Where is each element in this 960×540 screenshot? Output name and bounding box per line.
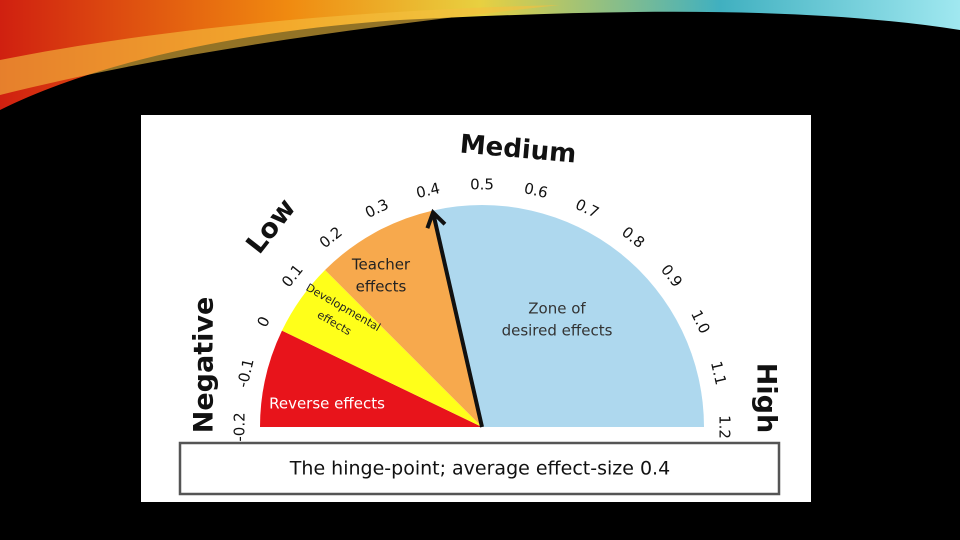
zone-label: effects: [356, 278, 407, 296]
tick-label: 1.2: [716, 415, 734, 439]
zone: [325, 210, 482, 427]
zone: [260, 330, 482, 427]
zone-label: Teacher: [351, 256, 411, 274]
zone: [432, 205, 704, 427]
level-label: Negative: [189, 297, 220, 434]
tick-label: -0.2: [231, 412, 249, 441]
needle: [431, 212, 484, 428]
tick-label: 0.4: [414, 179, 441, 202]
tick-label: 0.6: [522, 179, 549, 202]
level-label: High: [751, 363, 782, 433]
caption-box: [178, 441, 781, 496]
zone-label: Reverse effects: [269, 395, 385, 413]
tick-label: 1.1: [707, 359, 730, 386]
caption: The hinge-point; average effect-size 0.4: [289, 458, 670, 480]
zone-label: Zone of: [528, 300, 586, 318]
zone: [281, 270, 482, 427]
decor-swoosh: [0, 5, 560, 95]
needle-head: [425, 208, 447, 229]
zone-label: desired effects: [502, 322, 613, 340]
tick-label: 0.5: [470, 176, 494, 194]
